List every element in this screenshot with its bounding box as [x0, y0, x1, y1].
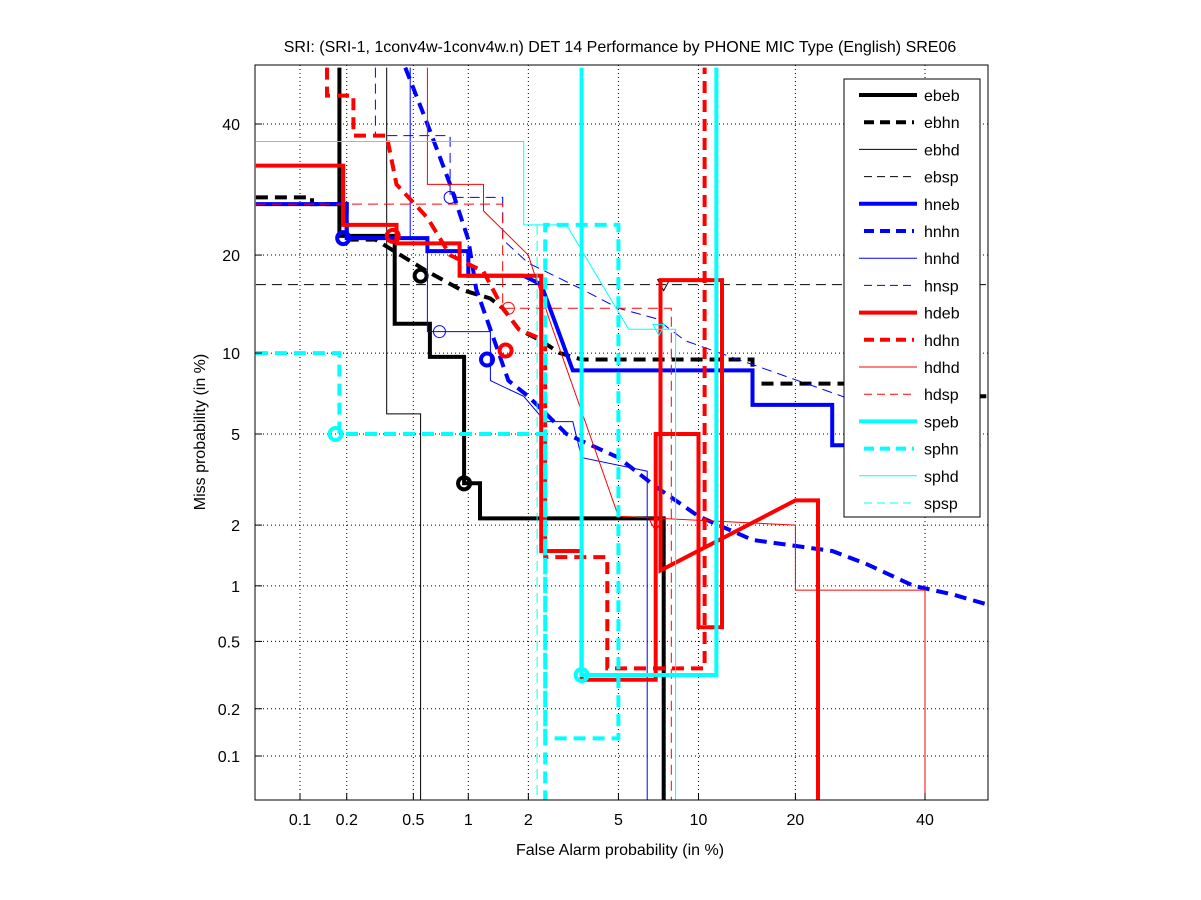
x-tick-label: 0.1	[289, 812, 311, 829]
series-ebhn-marker	[412, 267, 429, 284]
series-hdhd-marker	[648, 519, 663, 533]
legend-box	[843, 78, 981, 518]
y-tick-label: 1	[231, 579, 240, 596]
series-hnhn-marker	[479, 351, 496, 368]
y-tick-label: 5	[231, 427, 240, 444]
legend-label-ebeb: ebeb	[924, 88, 960, 105]
x-ticks: 0.1 0.2 0.5 1 2 5 10 20 40	[289, 793, 934, 829]
x-tick-label: 2	[524, 812, 533, 829]
series-sphd-line	[255, 141, 677, 800]
y-tick-label: 40	[222, 117, 240, 134]
legend-label-hdsp: hdsp	[924, 387, 959, 404]
legend-label-ebhn: ebhn	[924, 115, 960, 132]
series-hnhn-line	[403, 66, 987, 607]
series-hdsp-line	[255, 203, 672, 800]
y-ticks: 0.1 0.2 0.5 1 2 5 10 20 40	[218, 117, 262, 766]
legend-label-hnhd: hnhd	[924, 251, 960, 268]
legend-label-hnhn: hnhn	[924, 224, 960, 241]
series-ebeb-marker	[456, 475, 473, 492]
plot-frame	[254, 64, 989, 801]
y-tick-label: 0.5	[218, 634, 240, 651]
series-hdeb-marker	[384, 227, 401, 244]
y-tick-label: 10	[222, 346, 240, 363]
legend-label-ebsp: ebsp	[924, 170, 959, 187]
legend-label-hneb: hneb	[924, 197, 960, 214]
legend-label-spsp: spsp	[924, 496, 958, 513]
y-tick-label: 0.2	[218, 702, 240, 719]
legend-label-hnsp: hnsp	[924, 278, 959, 295]
series-speb-line	[579, 67, 719, 677]
series-hdhn-line	[325, 67, 707, 671]
x-axis-label: False Alarm probability (in %)	[516, 842, 724, 859]
y-axis-label: Miss probability (in %)	[192, 354, 209, 510]
legend-label-ebhd: ebhd	[924, 142, 960, 159]
series-sphd-marker	[652, 323, 666, 337]
series-hnhd-marker	[432, 325, 446, 339]
series-sphn-marker	[327, 425, 344, 442]
series-hdhd-line	[426, 67, 926, 800]
legend-label-hdhn: hdhn	[924, 333, 960, 350]
series-hnsp-line	[374, 67, 981, 446]
x-tick-label: 5	[614, 812, 623, 829]
x-tick-label: 0.5	[402, 812, 424, 829]
series-sphn-line	[255, 222, 621, 800]
legend-label-sphd: sphd	[924, 469, 959, 486]
y-tick-label: 20	[222, 248, 240, 265]
x-tick-label: 1	[464, 812, 473, 829]
series-hnsp-marker	[443, 190, 457, 204]
chart-title: SRI: (SRI-1, 1conv4w-1conv4w.n) DET 14 P…	[284, 39, 957, 56]
legend-label-sphn: sphn	[924, 442, 959, 459]
legend-label-speb: speb	[924, 414, 959, 431]
legend: ebeb ebhn ebhd ebsp hneb hnhn hnhd hnsp hdeb hdhn…	[843, 78, 981, 518]
x-tick-label: 40	[916, 812, 934, 829]
legend-label-hdhd: hdhd	[924, 360, 960, 377]
series-speb-marker	[573, 666, 590, 683]
curves	[255, 66, 987, 800]
legend-label-hdeb: hdeb	[924, 306, 960, 323]
series-hdsp-marker	[501, 301, 515, 315]
y-tick-label: 2	[231, 518, 240, 535]
y-tick-label: 0.1	[218, 749, 240, 766]
x-tick-label: 10	[690, 812, 708, 829]
series-hneb-marker	[335, 230, 352, 247]
x-tick-label: 0.2	[336, 812, 358, 829]
x-tick-label: 20	[786, 812, 804, 829]
series-hdhn-marker	[497, 342, 514, 359]
